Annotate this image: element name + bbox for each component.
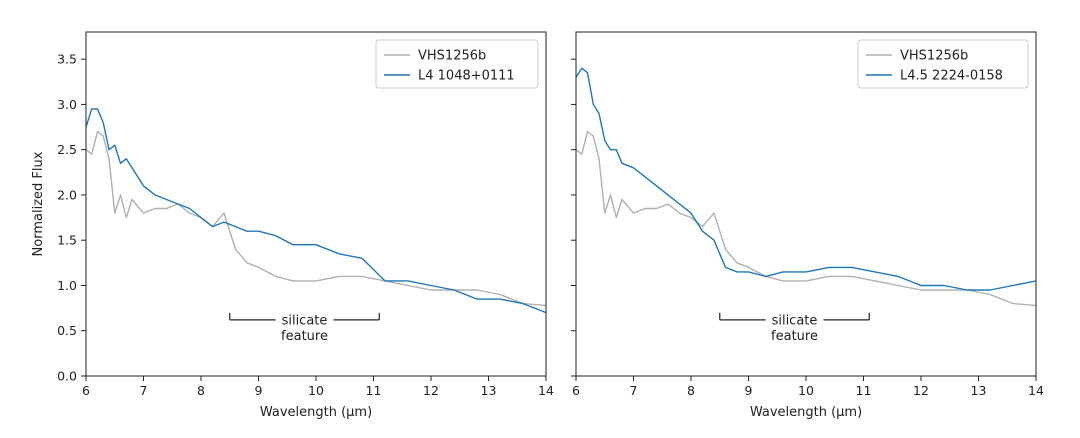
- x-tick-label: 8: [687, 383, 695, 398]
- x-tick-label: 12: [423, 383, 439, 398]
- series-line-reference: [575, 130, 1037, 307]
- y-tick-label: 1.5: [57, 233, 77, 248]
- legend-label: VHS1256b: [900, 49, 968, 64]
- series-line-reference: [85, 130, 547, 307]
- legend-label: VHS1256b: [418, 49, 486, 64]
- x-tick-label: 10: [308, 383, 324, 398]
- x-axis-title: Wavelength (µm): [260, 405, 372, 420]
- legend-label: L4.5 2224-0158: [900, 69, 1003, 84]
- x-tick-label: 8: [197, 383, 205, 398]
- left-panel: 6 7 8 9 10 11 12 13 14 0.0 0.5 1.0 1.5 2.0 2.5 3.0 3.5 Wa…: [31, 31, 554, 420]
- legend-box: [375, 39, 539, 89]
- x-tick-label: 6: [572, 383, 580, 398]
- x-tick-label: 7: [140, 383, 148, 398]
- y-tick-label: 1.0: [57, 278, 77, 293]
- annotation-label-line2: feature: [771, 329, 818, 344]
- annotation-label-line1: silicate: [282, 313, 328, 328]
- annotation-label-line2: feature: [281, 329, 328, 344]
- series-line-comparison: [575, 67, 1037, 291]
- x-tick-label: 11: [856, 383, 872, 398]
- x-tick-label: 13: [971, 383, 987, 398]
- x-axis-title: Wavelength (µm): [750, 405, 862, 420]
- x-tick-label: 7: [630, 383, 638, 398]
- x-tick-label: 10: [798, 383, 814, 398]
- x-tick-label: 9: [255, 383, 263, 398]
- x-tick-label: 11: [366, 383, 382, 398]
- y-tick-label: 0.5: [57, 323, 77, 338]
- y-tick-label: 0.0: [57, 369, 77, 384]
- annotation-label-line1: silicate: [772, 313, 818, 328]
- y-tick-label: 2.5: [57, 142, 77, 157]
- y-axis-title: Normalized Flux: [31, 151, 46, 256]
- y-tick-label: 3.5: [57, 52, 77, 67]
- x-tick-label: 12: [913, 383, 929, 398]
- x-tick-label: 13: [481, 383, 497, 398]
- x-tick-label: 14: [538, 383, 554, 398]
- right-panel: 6 7 8 9 10 11 12 13 14 Wavelength (µm) silicatefea…: [571, 31, 1044, 420]
- x-tick-label: 14: [1028, 383, 1044, 398]
- legend-box: [857, 39, 1029, 89]
- legend-label: L4 1048+0111: [418, 69, 515, 84]
- x-tick-label: 6: [82, 383, 90, 398]
- y-tick-label: 3.0: [57, 97, 77, 112]
- y-tick-label: 2.0: [57, 187, 77, 202]
- x-tick-label: 9: [745, 383, 753, 398]
- series-line-comparison: [85, 108, 547, 314]
